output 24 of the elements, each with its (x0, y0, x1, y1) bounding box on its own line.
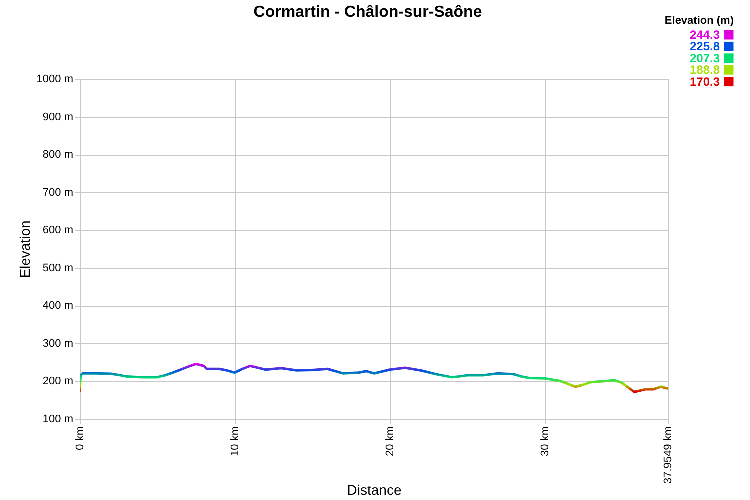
y-tick-label: 800 m (42, 149, 74, 162)
y-tick-label: 1000 m (36, 74, 74, 86)
y-axis-title: Elevation (16, 220, 33, 278)
x-tick-label: 0 km (74, 426, 86, 450)
color-bar-label: 244.3 (690, 28, 720, 42)
chart-title: Cormartin - Châlon-sur-Saône (254, 4, 482, 21)
color-bar-label: 170.3 (690, 74, 720, 89)
x-tick-label: 10 km (229, 426, 242, 456)
y-tick-label: 300 m (42, 338, 74, 350)
y-tick-label: 900 m (42, 111, 74, 124)
y-tick-label: 600 m (42, 224, 74, 237)
y-tick-label: 100 m (42, 414, 74, 426)
color-bar-label: 225.8 (690, 40, 720, 54)
color-bar-label: 207.3 (690, 51, 720, 66)
y-tick-label: 500 m (42, 262, 74, 274)
y-tick-label: 700 m (42, 186, 74, 199)
x-tick-label: 37.9549 km (662, 426, 674, 484)
x-tick-label: 20 km (384, 426, 396, 456)
color-bar-title: Elevation (m) (664, 15, 734, 27)
y-tick-label: 200 m (42, 376, 74, 388)
x-axis-title: Distance (347, 482, 402, 498)
x-tick-label: 30 km (539, 426, 552, 456)
y-tick-label: 400 m (42, 300, 74, 312)
color-bar-label: 188.8 (690, 63, 720, 78)
